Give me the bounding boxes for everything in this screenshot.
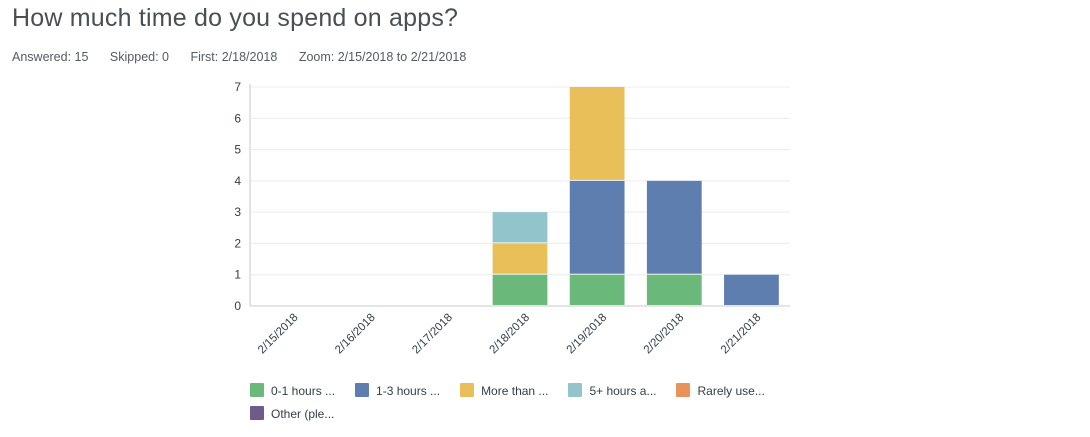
zoom-range: Zoom: 2/15/2018 to 2/21/2018 (298, 50, 467, 64)
bar-segment (646, 274, 702, 305)
bar-segment (569, 274, 625, 305)
bar-segment (569, 180, 625, 274)
first-response-date: First: 2/18/2018 (190, 50, 278, 64)
y-tick-label: 0 (234, 299, 241, 313)
y-tick-label: 6 (234, 111, 241, 125)
x-tick-label: 2/21/2018 (719, 312, 764, 357)
legend-item[interactable]: 1-3 hours ... (355, 383, 440, 398)
legend-label: More than ... (481, 384, 549, 398)
y-tick-label: 1 (234, 268, 241, 282)
bar-segment (569, 87, 625, 180)
bar-segment (492, 243, 548, 274)
legend-label: 0-1 hours ... (271, 384, 336, 398)
x-tick-label: 2/18/2018 (487, 312, 532, 357)
y-tick-label: 5 (234, 143, 241, 157)
legend-swatch (460, 383, 475, 397)
x-tick-label: 2/16/2018 (333, 312, 378, 357)
legend-swatch (676, 383, 691, 397)
y-tick-label: 3 (234, 205, 241, 219)
skipped-count: Skipped: 0 (109, 50, 169, 64)
y-tick-label: 7 (234, 80, 241, 94)
bar-segment (646, 180, 702, 274)
bar-segment (492, 212, 548, 243)
legend-swatch (568, 383, 583, 397)
legend-swatch (355, 383, 370, 397)
legend-swatch (250, 406, 264, 420)
response-stats: Answered: 15 Skipped: 0 First: 2/18/2018… (12, 50, 484, 64)
page-title: How much time do you spend on apps? (12, 4, 459, 32)
bar-segment (724, 274, 779, 305)
x-tick-label: 2/15/2018 (256, 312, 301, 357)
legend-swatch (250, 383, 264, 397)
bar-segment (492, 274, 548, 305)
legend-label: 5+ hours a... (589, 384, 657, 398)
y-tick-label: 2 (234, 236, 241, 250)
chart-legend: 0-1 hours ... 1-3 hours ... More than ... 5… (250, 383, 810, 429)
legend-label: Other (ple... (271, 407, 335, 421)
y-tick-label: 4 (234, 174, 241, 188)
legend-label: Rarely use... (697, 384, 765, 398)
legend-item[interactable]: 0-1 hours ... (250, 383, 335, 398)
legend-item[interactable]: Other (ple... (250, 406, 334, 421)
x-tick-label: 2/19/2018 (565, 312, 610, 357)
legend-item[interactable]: More than ... (460, 383, 548, 398)
legend-item[interactable]: Rarely use... (676, 383, 765, 398)
stacked-bar-chart: 0 1 2 3 4 5 6 7 2/15/2018 2/16/2018 2/17/2018 2/18/… (234, 80, 790, 357)
legend-item[interactable]: 5+ hours a... (568, 383, 656, 398)
x-tick-label: 2/17/2018 (410, 312, 455, 357)
answered-count: Answered: 15 (12, 50, 89, 64)
legend-label: 1-3 hours ... (376, 384, 441, 398)
x-tick-label: 2/20/2018 (642, 312, 687, 357)
